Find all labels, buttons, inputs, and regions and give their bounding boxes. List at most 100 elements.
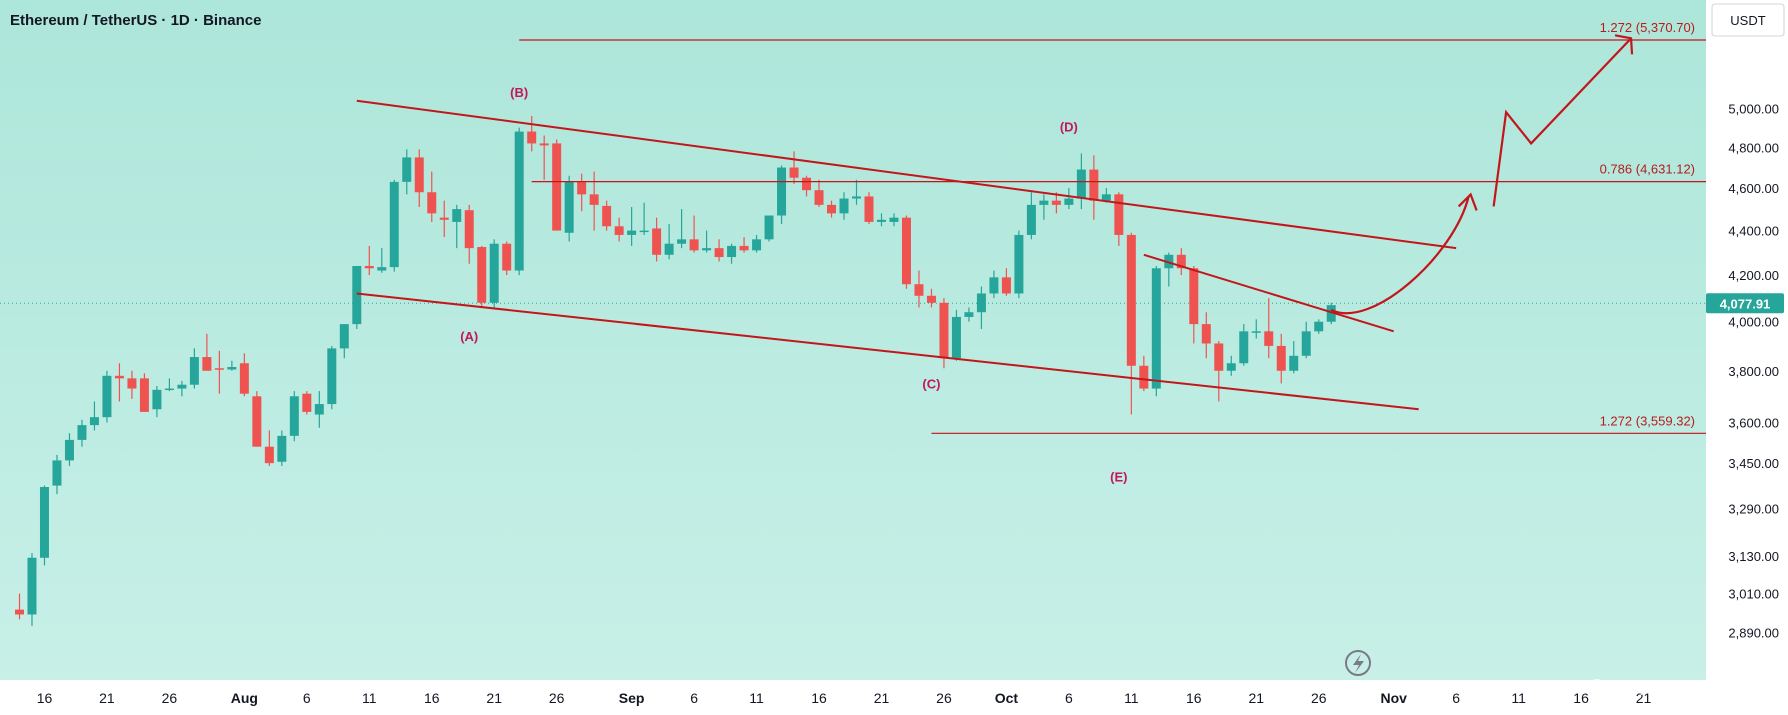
candle[interactable] bbox=[1276, 333, 1286, 384]
candle[interactable] bbox=[1201, 312, 1211, 359]
candle[interactable] bbox=[1189, 266, 1199, 344]
candle[interactable] bbox=[527, 116, 537, 152]
candle[interactable] bbox=[1326, 302, 1336, 325]
candle[interactable] bbox=[677, 209, 687, 249]
candle[interactable] bbox=[114, 363, 124, 402]
candle[interactable] bbox=[627, 206, 637, 246]
candle[interactable] bbox=[652, 217, 662, 262]
candle[interactable] bbox=[1289, 341, 1299, 374]
candle[interactable] bbox=[889, 213, 899, 227]
candle[interactable] bbox=[1214, 341, 1224, 402]
candle[interactable] bbox=[64, 433, 74, 466]
candle[interactable] bbox=[352, 266, 362, 329]
trend-line[interactable] bbox=[356, 99, 1457, 250]
candle[interactable] bbox=[714, 239, 724, 262]
candle[interactable] bbox=[1051, 192, 1061, 214]
candle[interactable] bbox=[1014, 230, 1024, 299]
candle[interactable] bbox=[852, 179, 861, 205]
candle[interactable] bbox=[489, 239, 499, 308]
candle[interactable] bbox=[1151, 266, 1161, 397]
candle[interactable] bbox=[1139, 355, 1149, 392]
lightning-icon[interactable] bbox=[1345, 650, 1371, 676]
candle[interactable] bbox=[152, 385, 162, 418]
candle[interactable] bbox=[127, 370, 137, 399]
candle[interactable] bbox=[752, 234, 762, 253]
candle[interactable] bbox=[552, 139, 562, 231]
candle[interactable] bbox=[602, 200, 612, 231]
candle[interactable] bbox=[377, 248, 387, 273]
price-axis-background[interactable] bbox=[1706, 0, 1788, 715]
candle[interactable] bbox=[339, 324, 349, 359]
candle[interactable] bbox=[1114, 192, 1124, 246]
candle[interactable] bbox=[1264, 298, 1274, 359]
candle[interactable] bbox=[539, 135, 549, 180]
candle[interactable] bbox=[639, 202, 649, 235]
candle[interactable] bbox=[926, 288, 936, 308]
candle[interactable] bbox=[452, 204, 462, 249]
candle[interactable] bbox=[389, 179, 399, 272]
candle[interactable] bbox=[14, 593, 24, 620]
candle[interactable] bbox=[1176, 248, 1186, 276]
candle[interactable] bbox=[777, 165, 787, 225]
candle[interactable] bbox=[402, 149, 412, 195]
trend-line[interactable] bbox=[356, 292, 1419, 411]
candle[interactable] bbox=[1064, 188, 1074, 210]
candle[interactable] bbox=[901, 215, 911, 289]
candle[interactable] bbox=[1126, 232, 1136, 415]
candle[interactable] bbox=[951, 309, 961, 361]
candle[interactable] bbox=[27, 553, 37, 626]
candle[interactable] bbox=[327, 345, 337, 410]
candle[interactable] bbox=[427, 171, 437, 222]
candle[interactable] bbox=[1239, 324, 1249, 366]
projection-zigzag[interactable] bbox=[1492, 37, 1632, 207]
candle[interactable] bbox=[1251, 319, 1261, 339]
candle[interactable] bbox=[202, 333, 212, 371]
candle[interactable] bbox=[1226, 355, 1236, 376]
candle[interactable] bbox=[727, 243, 737, 264]
candle[interactable] bbox=[89, 401, 99, 431]
candle[interactable] bbox=[802, 175, 812, 197]
candle[interactable] bbox=[239, 353, 249, 397]
candle[interactable] bbox=[614, 217, 624, 242]
candle[interactable] bbox=[252, 391, 262, 447]
candle[interactable] bbox=[876, 213, 886, 227]
candle[interactable] bbox=[264, 430, 274, 466]
candle[interactable] bbox=[302, 391, 312, 415]
candle[interactable] bbox=[1001, 268, 1011, 296]
candle[interactable] bbox=[689, 215, 699, 253]
candle[interactable] bbox=[1301, 321, 1311, 359]
candle[interactable] bbox=[1039, 194, 1049, 220]
candle[interactable] bbox=[189, 348, 199, 389]
candle[interactable] bbox=[214, 350, 224, 394]
candle[interactable] bbox=[1026, 192, 1036, 240]
candle[interactable] bbox=[514, 127, 524, 276]
candle[interactable] bbox=[52, 454, 62, 495]
time-axis-background[interactable] bbox=[0, 680, 1706, 715]
candle[interactable] bbox=[477, 245, 487, 308]
candle[interactable] bbox=[789, 151, 799, 184]
candle[interactable] bbox=[1314, 319, 1324, 334]
projection-curve[interactable] bbox=[1330, 196, 1470, 315]
candle[interactable] bbox=[664, 224, 674, 260]
candle[interactable] bbox=[827, 200, 837, 218]
candle[interactable] bbox=[976, 286, 986, 329]
candle[interactable] bbox=[864, 192, 874, 225]
candle[interactable] bbox=[464, 204, 474, 264]
candle[interactable] bbox=[702, 230, 712, 253]
candle[interactable] bbox=[164, 378, 174, 392]
candle[interactable] bbox=[177, 380, 187, 397]
currency-button[interactable]: USDT bbox=[1711, 3, 1785, 37]
trend-line[interactable] bbox=[1143, 253, 1394, 333]
candle[interactable] bbox=[814, 179, 824, 207]
candle[interactable] bbox=[577, 173, 587, 212]
candle[interactable] bbox=[414, 149, 424, 207]
candle[interactable] bbox=[314, 391, 324, 428]
candle[interactable] bbox=[39, 485, 49, 566]
candle[interactable] bbox=[289, 391, 299, 442]
candle[interactable] bbox=[839, 192, 849, 220]
candle[interactable] bbox=[277, 430, 287, 466]
candle[interactable] bbox=[139, 373, 149, 412]
candle[interactable] bbox=[914, 270, 924, 308]
candle[interactable] bbox=[964, 307, 974, 322]
